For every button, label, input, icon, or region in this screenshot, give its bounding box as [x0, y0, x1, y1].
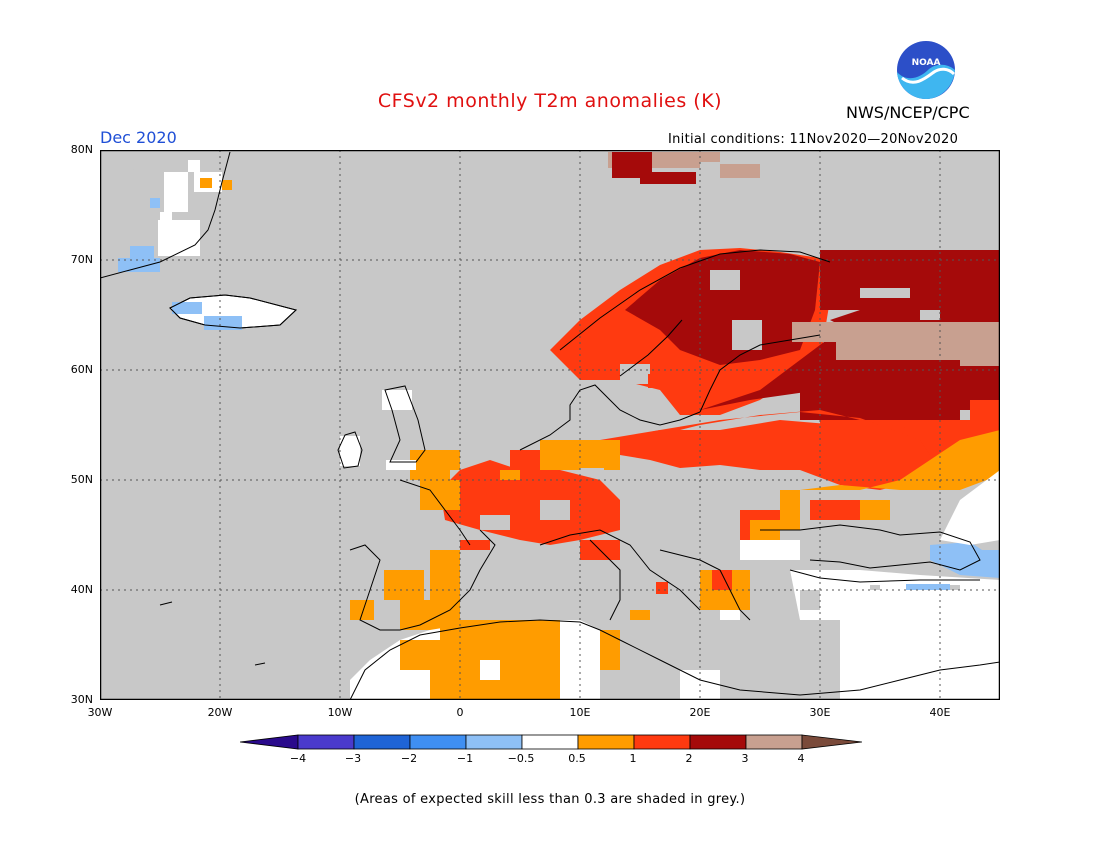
colorbar-tick: 2: [685, 752, 693, 765]
colorbar-segment: [409, 734, 467, 750]
colorbar-tick: −2: [400, 752, 418, 765]
lat-label: 30N: [70, 693, 93, 706]
logo-text: NOAA: [912, 58, 941, 68]
forecast-month: Dec 2020: [100, 128, 177, 147]
lat-label: 70N: [70, 253, 93, 266]
colorbar-segment: [633, 734, 691, 750]
scandinavia-region: [550, 248, 830, 415]
lat-label: 60N: [70, 363, 93, 376]
british-isles-region: [340, 390, 460, 470]
greenland-region: [100, 152, 232, 278]
ukraine-region: [740, 430, 1000, 540]
colorbar-tick: −1: [456, 752, 474, 765]
colorbar-segment: [465, 734, 523, 750]
colorbar-tick: 0.5: [568, 752, 586, 765]
north-africa-region: [350, 590, 1000, 700]
colorbar-segment: [297, 734, 355, 750]
colorbar-segment: [745, 734, 803, 750]
graticule: [100, 150, 1000, 700]
lat-label: 80N: [70, 143, 93, 156]
lon-label: 20E: [689, 706, 711, 719]
lat-label: 40N: [70, 583, 93, 596]
colorbar-segment: [689, 734, 747, 750]
anomaly-map: [100, 150, 1000, 700]
colorbar-tick: −4: [289, 752, 307, 765]
lon-label: 20W: [207, 706, 233, 719]
map-frame: [100, 150, 1000, 700]
colorbar-segment: [577, 734, 635, 750]
colorbar-arrow-low: [240, 734, 299, 750]
noaa-logo: NOAA: [897, 41, 956, 99]
map-title: CFSv2 monthly T2m anomalies (K): [377, 90, 723, 112]
lon-label: 0: [456, 706, 464, 719]
colorbar-arrow-high: [801, 734, 862, 750]
lon-label: 30E: [809, 706, 831, 719]
lon-label: 10W: [327, 706, 353, 719]
colorbar-tick: 1: [629, 752, 637, 765]
colorbar: [240, 734, 862, 750]
balkans-region: [630, 540, 800, 620]
colorbar-tick: −3: [344, 752, 362, 765]
svalbard-region: [608, 152, 760, 184]
initial-conditions: Initial conditions: 11Nov2020—20Nov2020: [668, 132, 959, 147]
agency-label: NWS/NCEP/CPC: [846, 103, 970, 122]
coastlines: [100, 151, 1000, 700]
lon-label: 10E: [569, 706, 591, 719]
lon-label: 30W: [87, 706, 113, 719]
colorbar-tick: 4: [797, 752, 805, 765]
colorbar-tick: −0.5: [507, 752, 535, 765]
iberia-region: [350, 550, 460, 630]
central-europe-region: [510, 410, 1000, 510]
lon-label: 40E: [929, 706, 951, 719]
colorbar-segment: [521, 734, 579, 750]
colorbar-tick: 3: [741, 752, 749, 765]
skill-note: (Areas of expected skill less than 0.3 a…: [354, 792, 746, 807]
colorbar-segment: [353, 734, 411, 750]
lat-label: 50N: [70, 473, 93, 486]
